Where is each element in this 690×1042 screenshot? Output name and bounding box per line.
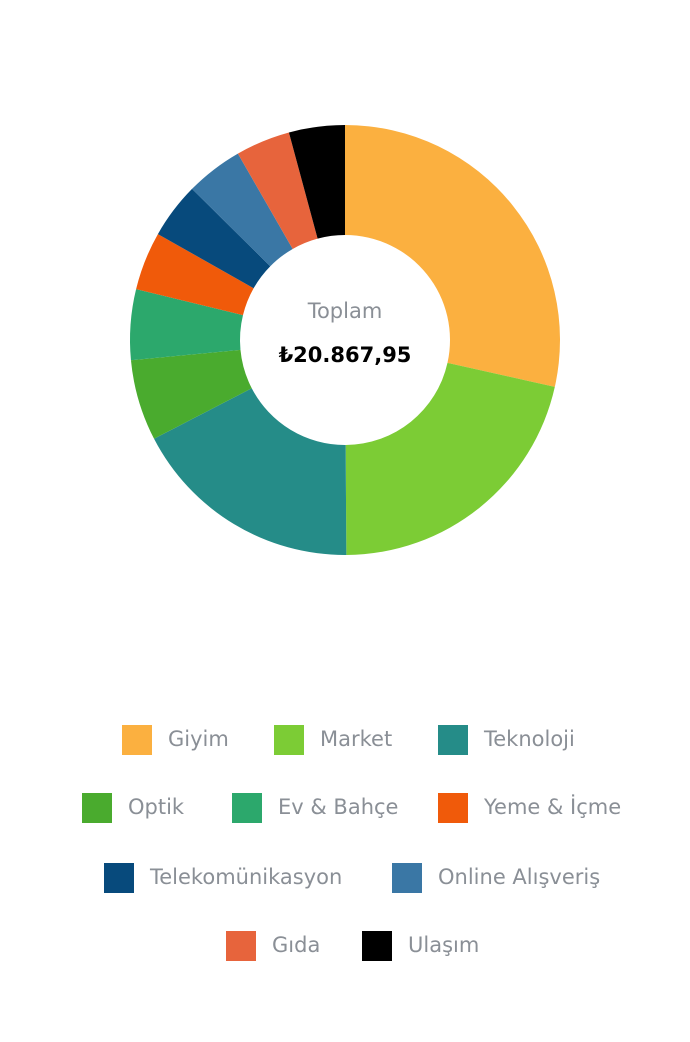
legend-label: Yeme & İçme	[483, 794, 621, 819]
legend-label: Market	[320, 727, 392, 751]
legend-swatch	[82, 793, 112, 823]
legend-label: Ulaşım	[408, 933, 479, 957]
legend-label: Teknoloji	[483, 727, 575, 751]
center-label: Toplam	[307, 299, 383, 323]
legend-label: Ev & Bahçe	[278, 795, 398, 819]
legend-label: Online Alışveriş	[438, 865, 600, 889]
legend-label: Giyim	[168, 727, 229, 751]
donut-segment	[157, 188, 271, 289]
legend-label: Gıda	[272, 933, 320, 957]
legend-label: Optik	[128, 795, 185, 819]
donut-segment	[129, 289, 243, 361]
legend-swatch	[392, 863, 422, 893]
donut-segment	[154, 388, 347, 555]
legend-swatch	[104, 863, 134, 893]
legend-swatch	[438, 793, 468, 823]
legend-swatch	[226, 931, 256, 961]
center-value: ₺20.867,95	[279, 343, 412, 367]
donut-segment	[192, 153, 293, 267]
donut-segment	[130, 349, 252, 439]
legend-swatch	[438, 725, 468, 755]
legend-swatch	[274, 725, 304, 755]
donut-segment	[288, 125, 345, 239]
donut-segment	[237, 132, 318, 249]
donut-segment	[345, 125, 560, 387]
legend-swatch	[362, 931, 392, 961]
legend-swatch	[122, 725, 152, 755]
legend-label: Telekomünikasyon	[149, 865, 342, 889]
donut-segment	[345, 362, 555, 555]
legend-swatch	[232, 793, 262, 823]
donut-segment	[136, 234, 254, 316]
